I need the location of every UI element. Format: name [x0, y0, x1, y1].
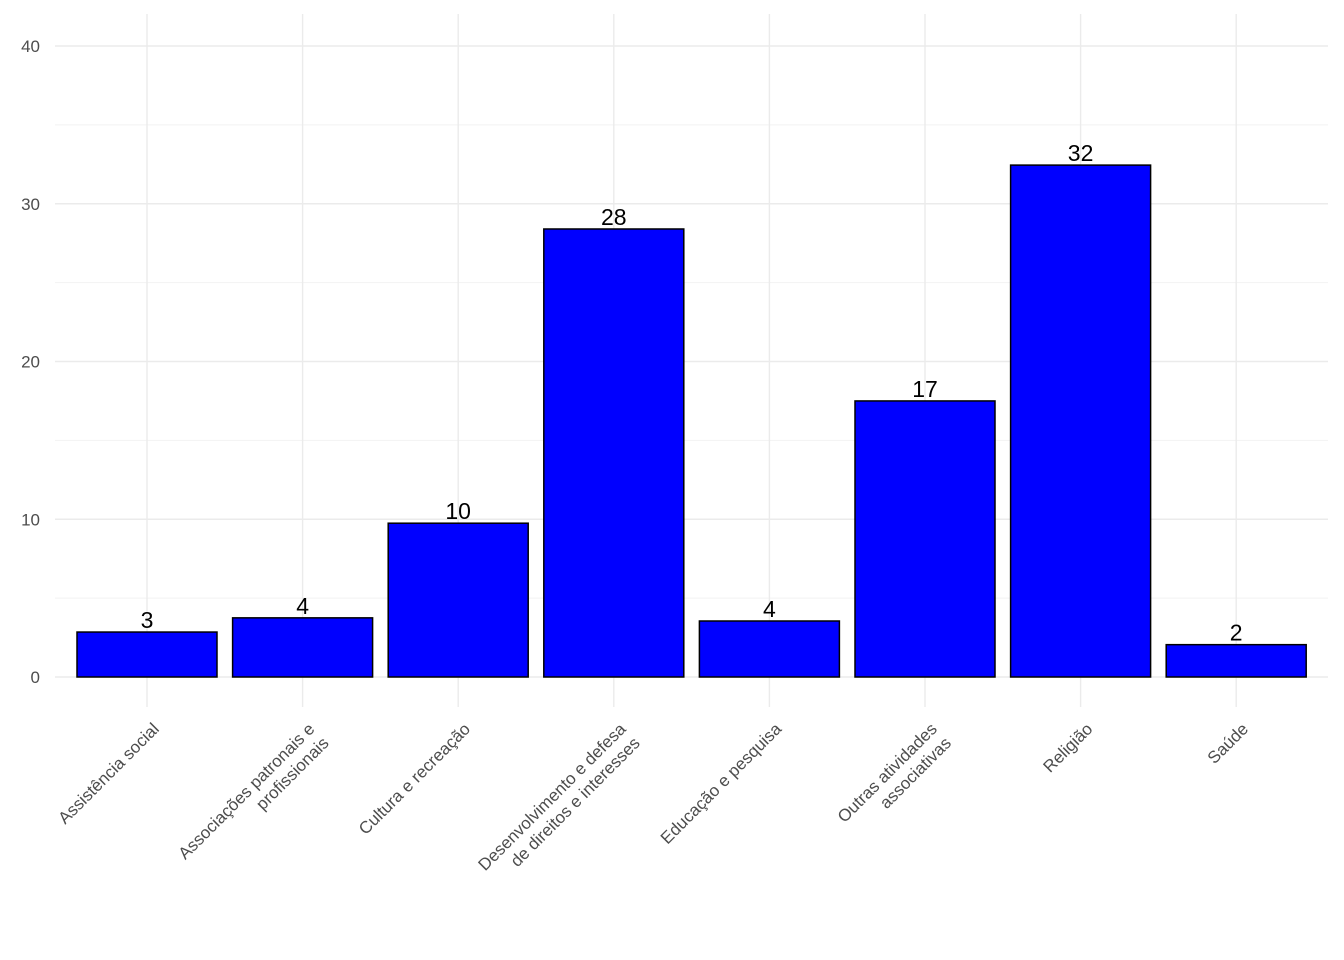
bar [387, 522, 529, 678]
bar [698, 620, 841, 678]
y-tick-label: 40 [21, 37, 40, 56]
bar [231, 617, 374, 678]
x-tick-label: Saúde [1204, 719, 1252, 767]
y-tick-label: 30 [21, 195, 40, 214]
x-tick-label-line: Saúde [1204, 719, 1252, 767]
x-tick-label: Cultura e recreação [355, 719, 474, 838]
data-label: 4 [296, 593, 309, 619]
bar [854, 400, 996, 678]
x-tick-label: Educação e pesquisa [657, 719, 786, 848]
y-tick-label: 10 [21, 510, 40, 529]
data-label: 3 [141, 607, 154, 633]
x-tick-label: Religião [1040, 719, 1097, 776]
x-tick-label-line: de direitos e interesses [507, 734, 644, 871]
x-tick-label-line: Desenvolvimento e defesa [475, 719, 630, 874]
data-label: 10 [445, 498, 471, 524]
y-tick-label: 20 [21, 353, 40, 372]
bar [76, 631, 218, 678]
data-label: 32 [1068, 140, 1094, 166]
data-label: 4 [763, 596, 776, 622]
bar [543, 228, 685, 678]
data-label: 2 [1230, 620, 1243, 646]
x-tick-label-line: Cultura e recreação [355, 719, 474, 838]
x-tick-label-line: Religião [1040, 719, 1097, 776]
x-tick-label: Assistência social [55, 719, 163, 827]
x-tick-label-line: Educação e pesquisa [657, 719, 786, 848]
y-tick-label: 0 [31, 668, 40, 687]
x-tick-label-line: Assistência social [55, 719, 163, 827]
data-label: 28 [601, 204, 627, 230]
bar [1009, 164, 1152, 678]
x-tick-label-line: Associações patronais e [175, 719, 319, 863]
data-label: 17 [912, 376, 938, 402]
bar [1165, 643, 1307, 678]
